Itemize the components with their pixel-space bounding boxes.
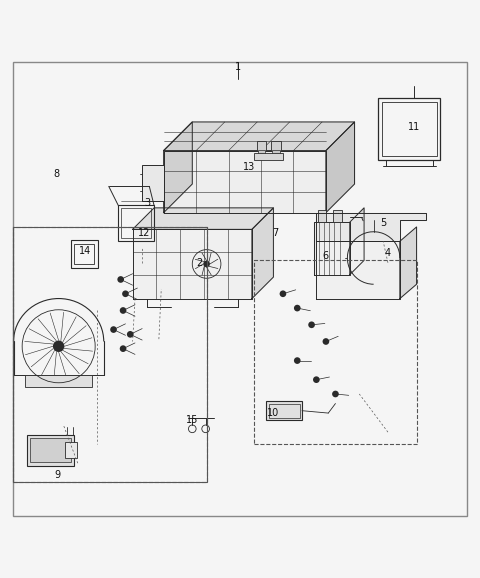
Circle shape: [127, 331, 133, 338]
Circle shape: [117, 276, 124, 283]
Circle shape: [280, 290, 286, 297]
Bar: [121, 208, 151, 238]
Circle shape: [323, 338, 329, 345]
Circle shape: [308, 321, 315, 328]
Polygon shape: [132, 208, 274, 229]
Bar: [254, 153, 283, 160]
Bar: [333, 210, 342, 222]
Bar: [25, 375, 92, 387]
Bar: [65, 442, 77, 458]
Bar: [13, 227, 206, 482]
Bar: [27, 435, 74, 465]
Text: 12: 12: [138, 228, 151, 238]
Bar: [13, 227, 206, 482]
Bar: [257, 141, 266, 151]
Polygon shape: [314, 222, 350, 275]
Bar: [318, 210, 326, 222]
Bar: [74, 244, 95, 264]
Text: 9: 9: [55, 470, 61, 480]
Bar: [266, 401, 302, 420]
Text: 2: 2: [196, 258, 203, 268]
Text: 7: 7: [273, 228, 279, 238]
Text: 1: 1: [235, 62, 240, 72]
Bar: [142, 165, 164, 201]
Polygon shape: [350, 208, 364, 275]
Text: 8: 8: [53, 169, 60, 179]
Text: 15: 15: [186, 415, 198, 425]
Bar: [31, 438, 71, 462]
Text: 13: 13: [243, 162, 256, 172]
Circle shape: [313, 376, 320, 383]
Polygon shape: [164, 122, 355, 151]
Circle shape: [53, 340, 64, 352]
Circle shape: [294, 357, 300, 364]
Text: 11: 11: [408, 122, 420, 132]
Text: 14: 14: [79, 246, 91, 256]
Text: 3: 3: [144, 198, 150, 208]
Circle shape: [110, 326, 117, 333]
Bar: [272, 150, 280, 155]
Circle shape: [294, 305, 300, 312]
Polygon shape: [316, 241, 400, 299]
Circle shape: [203, 261, 210, 267]
Polygon shape: [252, 208, 274, 299]
Bar: [269, 403, 300, 418]
Circle shape: [332, 391, 339, 397]
Text: 6: 6: [323, 251, 329, 261]
Bar: [118, 206, 154, 241]
Circle shape: [120, 307, 126, 314]
Bar: [378, 98, 441, 160]
Polygon shape: [326, 122, 355, 213]
Bar: [254, 260, 417, 444]
Circle shape: [120, 345, 126, 352]
Polygon shape: [164, 151, 326, 213]
Circle shape: [122, 290, 129, 297]
Text: 5: 5: [380, 218, 386, 228]
Polygon shape: [164, 122, 192, 213]
Polygon shape: [400, 227, 417, 299]
Polygon shape: [316, 213, 426, 241]
Text: 4: 4: [385, 248, 391, 258]
Bar: [271, 141, 281, 151]
Bar: [258, 150, 265, 155]
Bar: [382, 102, 437, 156]
Polygon shape: [132, 229, 252, 299]
Bar: [71, 240, 98, 268]
Text: 10: 10: [267, 408, 279, 418]
